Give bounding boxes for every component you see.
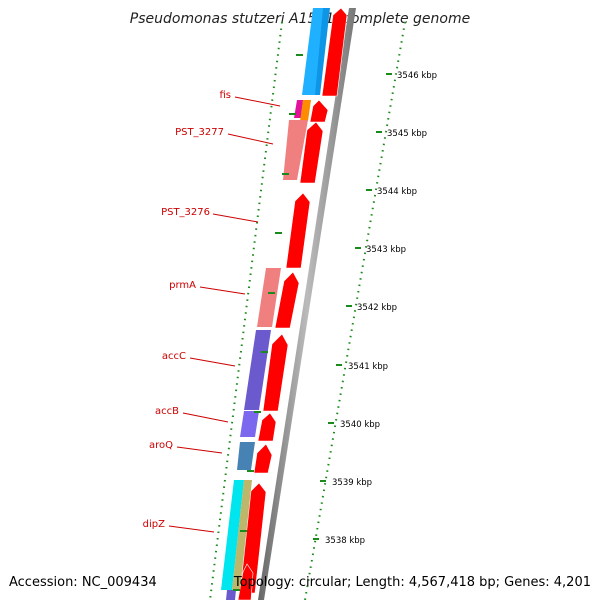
cds-arrow (285, 192, 311, 269)
gene-label-aroq: aroQ (149, 440, 173, 451)
gene-label-accc: accC (162, 351, 186, 362)
scale-ticks: 3546 kbp 3545 kbp 3544 kbp 3543 kbp 3542 kbp… (233, 54, 437, 591)
feature-block (232, 480, 252, 590)
label-leader-line (227, 133, 274, 145)
feature-block (221, 480, 244, 590)
scale-tick-label: 3543 kbp (366, 245, 406, 255)
cds-arrow (253, 443, 273, 474)
map-title: Pseudomonas stutzeri A1501, complete gen… (130, 11, 470, 27)
cds-arrow (274, 271, 300, 329)
label-leader-line (189, 357, 236, 367)
label-leader-line (176, 446, 223, 454)
label-leader-line (182, 412, 229, 423)
label-leader-line (199, 286, 246, 295)
scale-tick-label: 3540 kbp (340, 420, 380, 430)
label-leaders (168, 96, 281, 533)
gene-label-accb: accB (155, 406, 179, 417)
feature-block (237, 442, 255, 470)
feature-block (240, 411, 259, 437)
scale-tick-label: 3545 kbp (387, 129, 427, 139)
cds-arrow (262, 333, 289, 412)
feature-track (221, 7, 348, 600)
gene-label-pst-3277: PST_3277 (175, 127, 224, 138)
outer-scale-track (304, 21, 406, 600)
cds-arrow (299, 121, 324, 184)
scale-tick-label: 3538 kbp (325, 536, 365, 546)
scale-tick-label: 3546 kbp (397, 71, 437, 81)
scale-tick-label: 3539 kbp (332, 478, 372, 488)
feature-block (294, 100, 303, 118)
gene-label-pst-3276: PST_3276 (161, 207, 210, 218)
feature-block (244, 330, 271, 410)
scale-tick-label: 3541 kbp (348, 362, 388, 372)
cds-arrow (321, 7, 348, 97)
feature-block (257, 268, 281, 327)
genome-summary-text: Topology: circular; Length: 4,567,418 bp… (233, 575, 591, 590)
feature-block (302, 8, 327, 95)
feature-block (226, 590, 236, 600)
feature-block (315, 8, 330, 95)
label-leader-line (212, 213, 259, 223)
label-leader-line (168, 525, 215, 533)
cds-arrow (237, 563, 254, 600)
label-leader-line (234, 96, 281, 107)
feature-block (300, 100, 311, 121)
scale-tick-label: 3544 kbp (377, 187, 417, 197)
gene-label-dipz: dipZ (143, 519, 165, 530)
gene-label-prma: prmA (169, 280, 196, 291)
gene-labels: fis PST_3277 PST_3276 prmA accC accB aroQ dipZ (143, 90, 231, 530)
gene-label-fis: fis (219, 90, 231, 101)
accession-text: Accession: NC_009434 (9, 575, 157, 590)
scale-tick-label: 3542 kbp (357, 303, 397, 313)
cds-arrow (309, 99, 329, 123)
backbone (258, 8, 356, 600)
feature-block (283, 120, 308, 180)
cds-arrow (257, 412, 277, 442)
